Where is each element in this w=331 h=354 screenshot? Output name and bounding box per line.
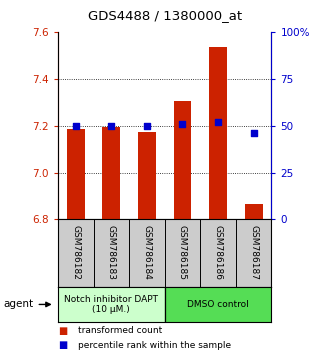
Bar [165, 287, 271, 322]
Text: GSM786185: GSM786185 [178, 225, 187, 280]
Point [180, 121, 185, 127]
Bar [67, 129, 85, 219]
Bar [138, 132, 156, 219]
Text: transformed count: transformed count [78, 326, 162, 336]
Bar [58, 287, 165, 322]
Text: agent: agent [3, 299, 33, 309]
Point [73, 123, 78, 129]
Text: Notch inhibitor DAPT
(10 μM.): Notch inhibitor DAPT (10 μM.) [64, 295, 158, 314]
Point [215, 119, 221, 125]
Text: ■: ■ [58, 326, 67, 336]
Bar [245, 204, 262, 219]
Bar [209, 47, 227, 219]
Text: GDS4488 / 1380000_at: GDS4488 / 1380000_at [88, 9, 243, 22]
Point [144, 123, 150, 129]
Text: GSM786187: GSM786187 [249, 225, 258, 280]
Text: GSM786183: GSM786183 [107, 225, 116, 280]
Bar [173, 101, 191, 219]
Text: DMSO control: DMSO control [187, 300, 249, 309]
Text: ■: ■ [58, 340, 67, 350]
Text: GSM786184: GSM786184 [142, 225, 151, 280]
Bar [102, 127, 120, 219]
Point [109, 123, 114, 129]
Text: GSM786182: GSM786182 [71, 225, 80, 280]
Point [251, 130, 256, 136]
Text: percentile rank within the sample: percentile rank within the sample [78, 341, 231, 350]
Text: GSM786186: GSM786186 [213, 225, 222, 280]
